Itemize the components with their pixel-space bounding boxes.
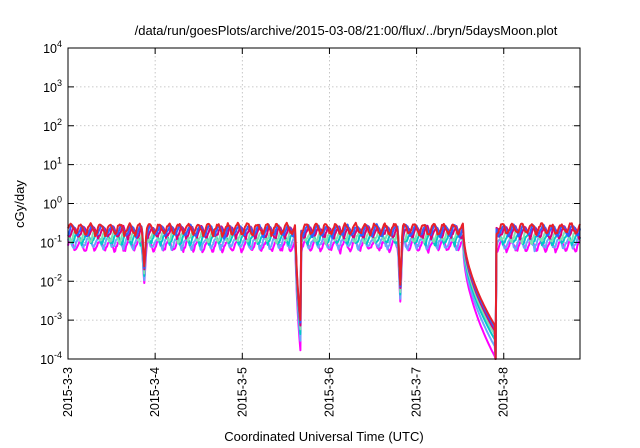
- x-tick-labels: 2015-3-3 2015-3-4 2015-3-5 2015-3-6 2015-3-7…: [61, 367, 511, 417]
- x-axis-label: Coordinated Universal Time (UTC): [224, 429, 423, 444]
- x-tick-label: 2015-3-3: [61, 367, 75, 417]
- y-tick-label: 101: [43, 156, 62, 173]
- y-tick-label: 104: [43, 39, 62, 56]
- x-tick-label: 2015-3-4: [148, 367, 162, 417]
- x-tick-label: 2015-3-6: [322, 367, 336, 417]
- y-tick-label: 102: [43, 117, 62, 134]
- grid: [68, 48, 580, 359]
- y-tick-label: 10-3: [40, 311, 62, 328]
- ticks: [67, 47, 580, 360]
- y-axis-label: cGy/day: [12, 180, 27, 228]
- y-tick-label: 100: [43, 195, 62, 212]
- y-tick-label: 10-2: [40, 272, 62, 289]
- x-tick-label: 2015-3-8: [497, 367, 511, 417]
- y-tick-label: 10-1: [40, 233, 62, 250]
- y-tick-labels: 10-4 10-3 10-2 10-1 100 101 102 103 104: [40, 39, 62, 367]
- x-tick-label: 2015-3-7: [410, 367, 424, 417]
- y-tick-label: 10-4: [40, 350, 62, 367]
- chart-title: /data/run/goesPlots/archive/2015-03-08/2…: [135, 23, 558, 38]
- x-tick-label: 2015-3-5: [235, 367, 249, 417]
- series-line: [67, 221, 581, 360]
- series-group: [67, 221, 581, 360]
- y-tick-label: 103: [43, 78, 62, 95]
